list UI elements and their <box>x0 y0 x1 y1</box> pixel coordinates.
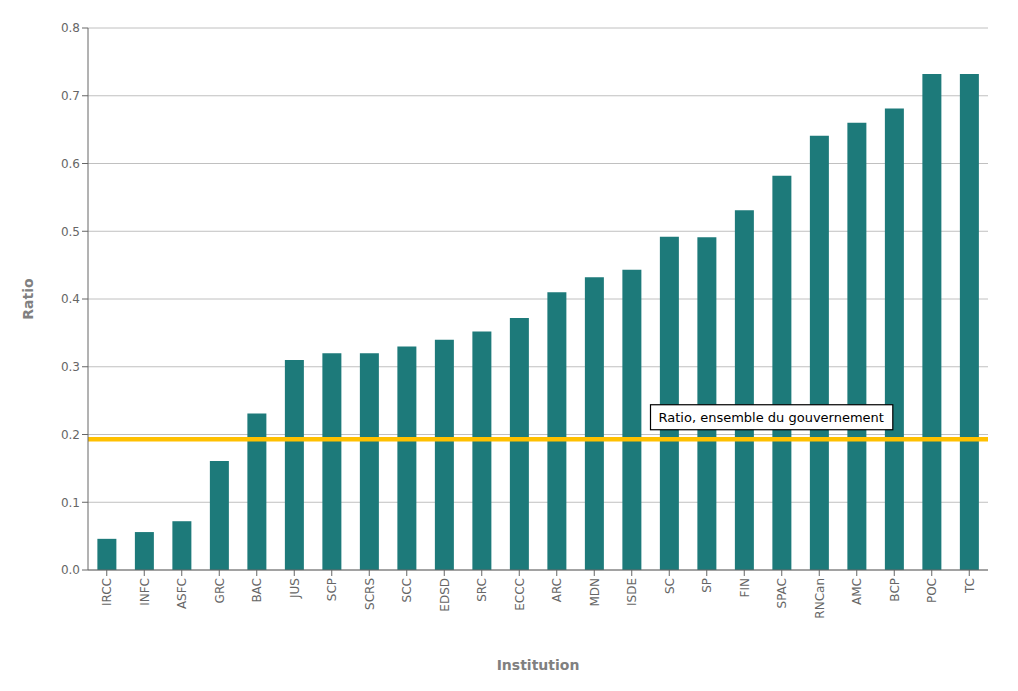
svg-text:0.5: 0.5 <box>61 225 80 239</box>
svg-text:0.3: 0.3 <box>61 360 80 374</box>
svg-text:ASFC: ASFC <box>175 578 189 609</box>
svg-text:0.0: 0.0 <box>61 563 80 577</box>
svg-text:FIN: FIN <box>738 578 752 597</box>
svg-text:INFC: INFC <box>138 578 152 606</box>
svg-text:SRC: SRC <box>475 578 489 602</box>
svg-text:SCC: SCC <box>400 578 414 602</box>
svg-text:SP: SP <box>700 578 714 593</box>
svg-text:ECCC: ECCC <box>513 578 527 611</box>
svg-text:ARC: ARC <box>550 578 564 602</box>
svg-text:0.4: 0.4 <box>61 292 80 306</box>
svg-text:BCP: BCP <box>888 578 902 602</box>
svg-text:IRCC: IRCC <box>100 578 114 606</box>
svg-text:SCP: SCP <box>325 578 339 601</box>
svg-text:0.7: 0.7 <box>61 89 80 103</box>
svg-text:AMC: AMC <box>850 578 864 605</box>
svg-text:BAC: BAC <box>250 578 264 603</box>
svg-text:TC: TC <box>963 578 977 594</box>
svg-text:0.6: 0.6 <box>61 157 80 171</box>
svg-text:RNCan: RNCan <box>813 578 827 619</box>
svg-text:SPAC: SPAC <box>775 578 789 608</box>
svg-text:0.2: 0.2 <box>61 428 80 442</box>
svg-text:POC: POC <box>925 578 939 603</box>
svg-text:0.8: 0.8 <box>61 21 80 35</box>
svg-text:GRC: GRC <box>213 578 227 603</box>
svg-text:Institution: Institution <box>497 657 580 673</box>
svg-text:EDSD: EDSD <box>438 578 452 612</box>
svg-text:JUS: JUS <box>288 578 302 599</box>
svg-text:ISDE: ISDE <box>625 578 639 606</box>
svg-text:Ratio, ensemble du gouvernemen: Ratio, ensemble du gouvernement <box>659 410 884 425</box>
svg-text:Ratio: Ratio <box>20 278 36 320</box>
svg-text:MDN: MDN <box>588 578 602 607</box>
svg-text:0.1: 0.1 <box>61 496 80 510</box>
svg-text:SCRS: SCRS <box>363 578 377 610</box>
svg-text:SC: SC <box>663 578 677 594</box>
